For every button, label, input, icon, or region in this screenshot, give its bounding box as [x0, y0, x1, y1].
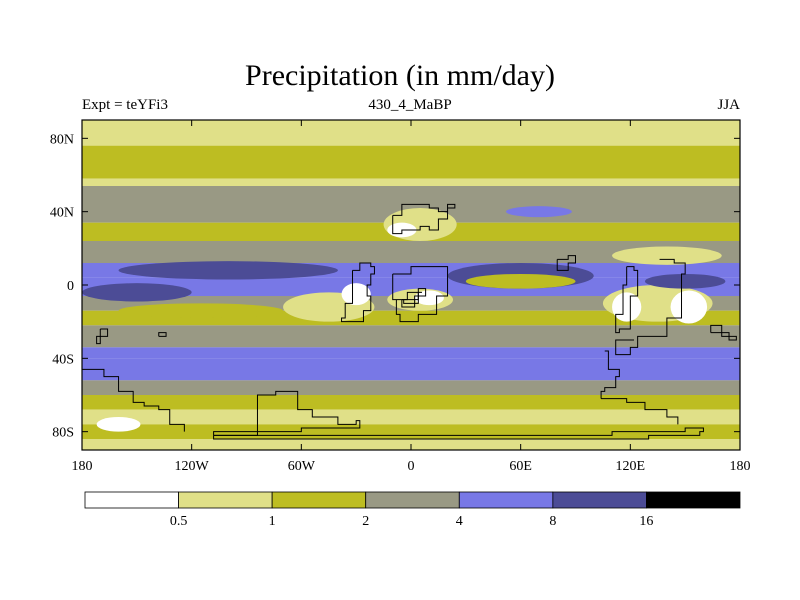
- colorbar: 0.5 1 2 4 8 16: [84, 491, 741, 529]
- precip-contour-region: [118, 261, 338, 280]
- experiment-label: Expt = teYFi3: [82, 97, 168, 113]
- colorbar-label: 4: [456, 514, 463, 529]
- coastline: [392, 266, 449, 323]
- precip-band: [82, 395, 740, 410]
- coastline: [96, 328, 109, 345]
- precip-band: [82, 347, 740, 359]
- coastline: [615, 258, 686, 356]
- coastline: [213, 390, 361, 436]
- precipitation-field: [82, 120, 740, 450]
- precip-band: [82, 186, 740, 208]
- colorbar-swatch: [552, 491, 647, 509]
- precip-contour-region: [612, 246, 722, 265]
- precip-contour-region: [82, 283, 192, 302]
- colorbar-swatch: [646, 491, 741, 509]
- precip-contour-region: [118, 303, 284, 318]
- colorbar-swatch: [271, 491, 367, 509]
- colorbar-label: 1: [269, 514, 276, 529]
- x-tick-label: 180: [72, 459, 93, 474]
- coastline: [710, 324, 737, 341]
- colorbar-swatch: [458, 491, 554, 509]
- coastline-overlay: [82, 203, 737, 440]
- coastline: [213, 427, 704, 440]
- coastline: [615, 266, 639, 334]
- precip-band: [82, 145, 740, 153]
- precip-band: [82, 409, 740, 425]
- x-tick-label: 60W: [288, 459, 316, 474]
- y-tick-label: 40N: [50, 206, 74, 221]
- coastline: [341, 262, 375, 323]
- precip-contour-region: [341, 283, 371, 306]
- x-tick-label: 120E: [616, 459, 646, 474]
- y-tick-label: 80S: [52, 426, 74, 441]
- precip-band: [82, 380, 740, 395]
- y-tick-label: 80N: [50, 132, 74, 147]
- colorbar-label: 8: [549, 514, 556, 529]
- coastline: [392, 203, 456, 235]
- chart-title: Precipitation (in mm/day): [245, 59, 555, 92]
- coastline: [401, 288, 427, 308]
- x-tick-label: 180: [730, 459, 751, 474]
- colorbar-label: 16: [639, 514, 653, 529]
- x-tick-label: 120W: [175, 459, 210, 474]
- period-label: 430_4_MaBP: [368, 97, 452, 113]
- precip-contour-region: [612, 292, 642, 322]
- precip-contour-region: [96, 417, 141, 432]
- coastline: [600, 350, 620, 399]
- precip-band: [82, 358, 740, 381]
- coastline: [556, 255, 576, 271]
- colorbar-label: 0.5: [170, 514, 188, 529]
- axis-ticks: 180 120W 60W 0 60E 120E 180 80N 40N 0 40S 80S: [50, 120, 751, 474]
- precip-contour-region: [465, 274, 576, 289]
- coastline: [601, 398, 679, 425]
- precip-band: [82, 153, 740, 179]
- x-tick-label: 60E: [509, 459, 532, 474]
- precip-contour-region: [506, 206, 572, 218]
- coastline: [158, 332, 167, 337]
- precip-contour-region: [644, 274, 726, 289]
- y-tick-label: 0: [67, 279, 74, 294]
- y-tick-label: 40S: [52, 352, 74, 367]
- colorbar-label: 2: [362, 514, 369, 529]
- coastline: [82, 368, 185, 432]
- colorbar-swatch: [365, 491, 460, 509]
- precip-contour-region: [670, 290, 708, 324]
- colorbar-swatch: [84, 491, 179, 509]
- colorbar-swatch: [178, 491, 273, 509]
- x-tick-label: 0: [408, 459, 415, 474]
- precip-band: [82, 325, 740, 348]
- precip-band: [82, 178, 740, 186]
- season-label: JJA: [717, 97, 740, 113]
